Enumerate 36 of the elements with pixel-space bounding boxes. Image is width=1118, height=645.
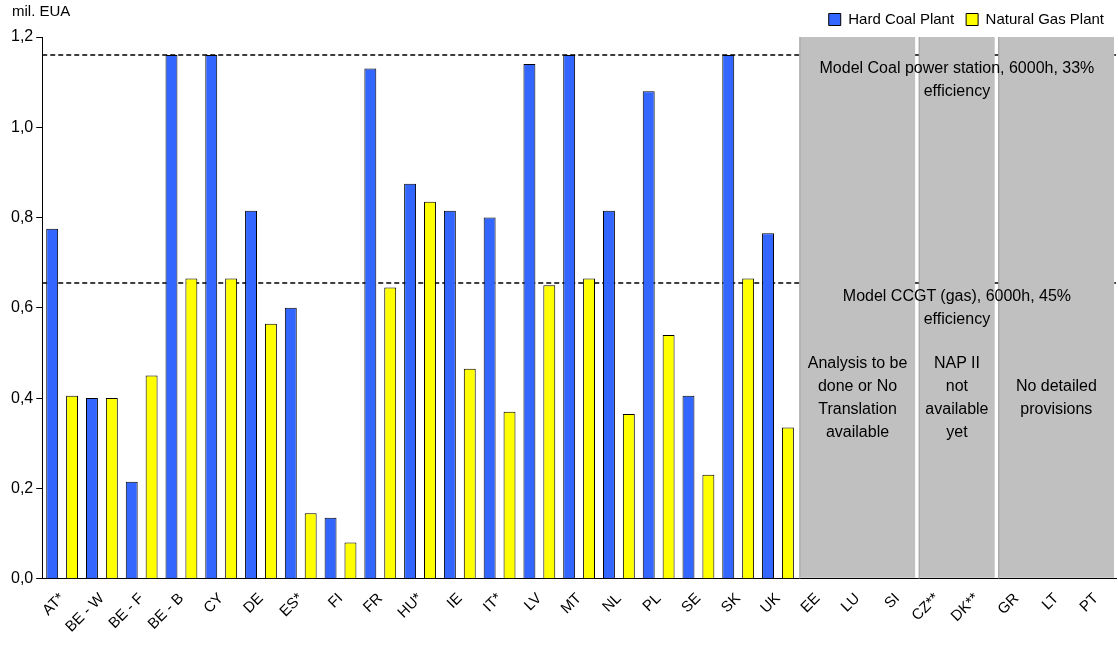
- x-tick-label: IE: [442, 589, 465, 612]
- x-tick-label: FR: [359, 588, 386, 616]
- legend-label: Hard Coal Plant: [848, 9, 955, 27]
- y-tick-label: 0,2: [10, 478, 34, 496]
- ref-line-label: Model CCGT (gas), 6000h, 45% efficiency: [842, 287, 1072, 328]
- band-label: No detailed provisions: [1015, 377, 1097, 418]
- y-tick-label: 0,6: [10, 298, 34, 316]
- band-label: Analysis to be done or No Translation available: [807, 354, 908, 441]
- y-tick-label: 1,2: [10, 27, 34, 45]
- x-tick-label: SK: [717, 589, 744, 616]
- y-tick-label: 0,8: [10, 207, 34, 225]
- x-tick-label: PT: [1075, 589, 1102, 615]
- ref-line-label: Model Coal power station, 6000h, 33% efficiency: [819, 59, 1095, 100]
- x-tick-label: FI: [324, 589, 346, 611]
- y-tick-label: 1,0: [10, 117, 34, 135]
- x-tick-label: EE: [796, 589, 823, 616]
- x-tick-label: SI: [880, 589, 903, 612]
- band-label: NAP II not available yet: [925, 354, 989, 441]
- x-tick-label: LT: [1037, 589, 1062, 613]
- y-axis-title: mil. EUA: [12, 1, 71, 19]
- x-tick-label: CY: [199, 589, 227, 616]
- x-tick-label: MT: [556, 589, 585, 617]
- x-tick-label: GR: [993, 588, 1022, 618]
- x-tick-label: UK: [756, 589, 784, 616]
- x-tick-label: PL: [638, 589, 664, 615]
- x-tick-label: SE: [677, 589, 704, 616]
- x-tick-label: HU*: [393, 588, 426, 621]
- x-tick-label: LV: [520, 589, 545, 614]
- legend-label: Natural Gas Plant: [985, 9, 1105, 27]
- x-tick-label: ES*: [275, 588, 306, 620]
- y-tick-label: 0,4: [10, 388, 34, 406]
- x-tick-label: NL: [598, 589, 624, 615]
- y-tick-label: 0,0: [10, 569, 34, 587]
- x-tick-label: LU: [836, 589, 863, 615]
- x-tick-label: DE: [239, 589, 267, 616]
- x-tick-label: IT*: [479, 588, 505, 615]
